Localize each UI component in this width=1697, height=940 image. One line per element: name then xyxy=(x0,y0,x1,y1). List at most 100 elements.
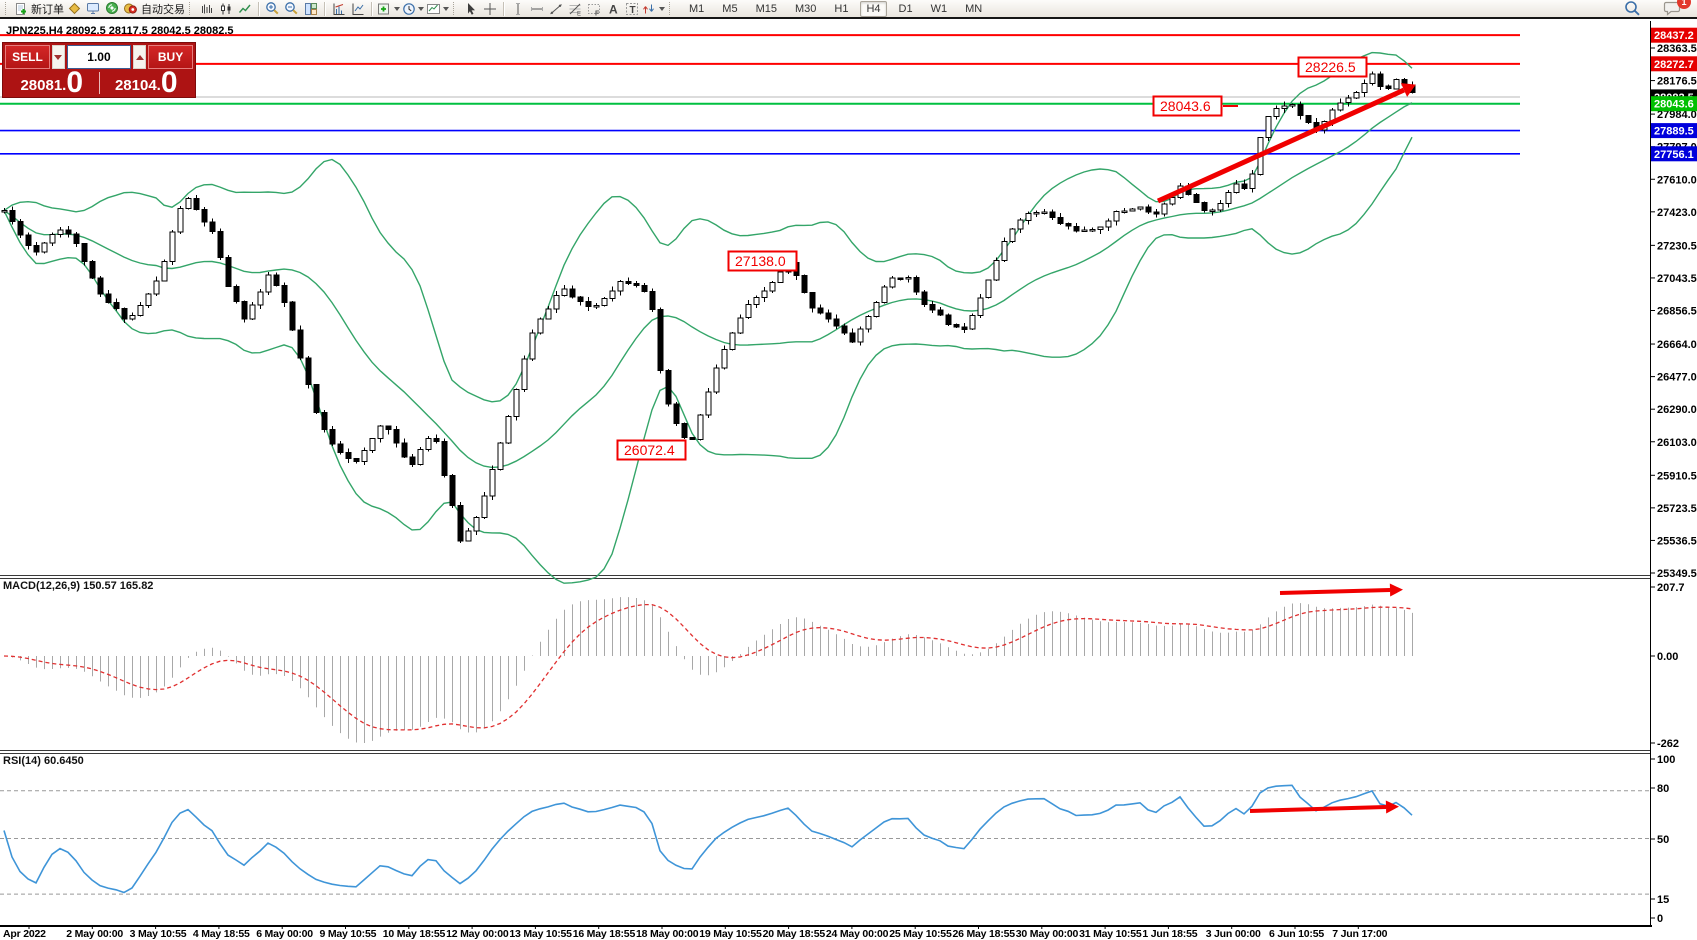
macd-signal-line[interactable] xyxy=(3,603,1413,731)
templates-button[interactable] xyxy=(425,0,450,17)
level-lines[interactable] xyxy=(0,34,1520,155)
timeframe-mn[interactable]: MN xyxy=(965,2,983,15)
buy-button[interactable]: BUY xyxy=(148,45,193,69)
timeframe-h1[interactable]: H1 xyxy=(834,2,849,15)
svg-text:80: 80 xyxy=(1657,783,1669,795)
new-order-icon xyxy=(14,2,28,16)
svg-text:16 May 18:55: 16 May 18:55 xyxy=(573,928,636,940)
notifications-button[interactable]: 1 xyxy=(1662,0,1691,17)
trendline-icon xyxy=(549,2,563,16)
toolbar-grip[interactable] xyxy=(453,2,457,15)
vertical-line-button[interactable] xyxy=(508,0,527,17)
candlestick-series[interactable] xyxy=(1,71,1416,543)
swing-low-price-label[interactable]: 26072.4 xyxy=(616,439,687,461)
timeframe-d1[interactable]: D1 xyxy=(898,2,913,15)
periods-button[interactable] xyxy=(401,0,425,17)
add-indicator-button[interactable] xyxy=(376,0,401,17)
price-axis[interactable]: 28363.528176.527984.027797.027610.027423… xyxy=(1650,27,1697,925)
svg-text:25910.5: 25910.5 xyxy=(1657,470,1697,482)
chevron-down-icon xyxy=(394,6,400,11)
trend-arrows[interactable] xyxy=(1156,83,1416,814)
deposit-button[interactable] xyxy=(65,0,84,17)
autotrading-button[interactable]: 自动交易 xyxy=(122,0,186,17)
price-badge: 27756.1 xyxy=(1651,146,1697,162)
svg-text:28043.6: 28043.6 xyxy=(1160,98,1211,114)
crosshair-button[interactable] xyxy=(480,0,499,17)
toolbar-grip[interactable] xyxy=(669,2,673,15)
bars-chart-button[interactable] xyxy=(197,0,216,17)
svg-text:26 May 18:55: 26 May 18:55 xyxy=(953,928,1016,940)
horizontal-line-button[interactable] xyxy=(527,0,546,17)
indicator-windows-button[interactable] xyxy=(348,0,367,17)
lot-size-input[interactable] xyxy=(67,46,114,68)
text-label-button[interactable]: T xyxy=(622,0,641,17)
svg-text:-262: -262 xyxy=(1657,738,1679,750)
svg-text:2 May 00:00: 2 May 00:00 xyxy=(66,928,123,940)
toolbar-grip[interactable] xyxy=(5,2,9,15)
candles-chart-button[interactable] xyxy=(216,0,235,17)
equidistant-channel-button[interactable]: F xyxy=(584,0,603,17)
svg-text:3 May 10:55: 3 May 10:55 xyxy=(130,928,187,940)
cursor-button[interactable] xyxy=(461,0,480,17)
tile-windows-button[interactable] xyxy=(301,0,320,17)
timeframe-m15[interactable]: M15 xyxy=(755,2,777,15)
lot-increase-button[interactable] xyxy=(133,45,147,69)
channel-icon: F xyxy=(587,2,601,16)
svg-text:27423.0: 27423.0 xyxy=(1657,207,1697,219)
bollinger-bands[interactable] xyxy=(3,51,1413,584)
timeframe-m30[interactable]: M30 xyxy=(794,2,817,15)
new-order-button[interactable]: 新订单 xyxy=(13,0,65,17)
timeframe-h4[interactable]: H4 xyxy=(860,0,887,17)
macd-histogram[interactable] xyxy=(5,597,1413,743)
lot-decrease-button[interactable] xyxy=(51,45,65,69)
add-indicator-icon xyxy=(377,2,392,16)
trendline-button[interactable] xyxy=(546,0,565,17)
tile-windows-icon xyxy=(304,2,318,16)
svg-text:18 May 00:00: 18 May 00:00 xyxy=(636,928,699,940)
zoom-out-button[interactable] xyxy=(282,0,301,17)
resistance-price-label[interactable]: 27138.0 xyxy=(727,250,798,272)
arrows-button[interactable] xyxy=(641,0,666,17)
arrows-icon xyxy=(642,2,657,16)
separator xyxy=(258,1,259,16)
terminal-button[interactable] xyxy=(84,0,103,17)
svg-text:26103.0: 26103.0 xyxy=(1657,437,1697,449)
svg-text:4 May 18:55: 4 May 18:55 xyxy=(193,928,250,940)
peak-price-label[interactable]: 28226.5 xyxy=(1297,56,1368,78)
clock-icon xyxy=(402,2,416,16)
separator xyxy=(371,1,372,16)
time-axis[interactable]: Apr 2022 2 May 00:00 3 May 10:55 4 May 18:5… xyxy=(3,926,1388,940)
cursor-icon xyxy=(464,2,478,16)
rsi-line[interactable] xyxy=(3,784,1413,894)
fibonacci-button[interactable]: E xyxy=(565,0,584,17)
divider xyxy=(98,72,100,94)
autotrading-icon xyxy=(123,1,138,16)
search-button[interactable] xyxy=(1623,0,1642,17)
svg-text:25723.5: 25723.5 xyxy=(1657,503,1697,515)
price-badge: 28043.6 xyxy=(1651,96,1697,112)
timeframe-m1[interactable]: M1 xyxy=(689,2,705,15)
sell-price[interactable]: 28081. 0 xyxy=(20,66,84,99)
timeframe-w1[interactable]: W1 xyxy=(930,2,948,15)
svg-text:50: 50 xyxy=(1657,834,1669,846)
svg-text:27043.5: 27043.5 xyxy=(1657,273,1697,285)
timeframe-m5[interactable]: M5 xyxy=(722,2,738,15)
indicators-list-button[interactable] xyxy=(329,0,348,17)
signals-button[interactable] xyxy=(103,0,122,17)
svg-text:25 May 10:55: 25 May 10:55 xyxy=(889,928,952,940)
separator xyxy=(324,1,325,16)
breakout-level-label[interactable]: 28043.6 xyxy=(1152,95,1239,117)
price-badge: 28437.2 xyxy=(1651,27,1697,43)
svg-text:24 May 00:00: 24 May 00:00 xyxy=(826,928,889,940)
svg-text:28437.2: 28437.2 xyxy=(1654,30,1694,42)
toolbar-grip[interactable] xyxy=(189,2,193,15)
signal-icon xyxy=(105,1,120,16)
zoom-in-button[interactable] xyxy=(263,0,282,17)
line-chart-button[interactable] xyxy=(235,0,254,17)
text-button[interactable]: A xyxy=(603,0,622,17)
search-icon xyxy=(1624,0,1641,17)
sell-button[interactable]: SELL xyxy=(5,45,50,69)
buy-price[interactable]: 28104. 0 xyxy=(114,66,178,99)
